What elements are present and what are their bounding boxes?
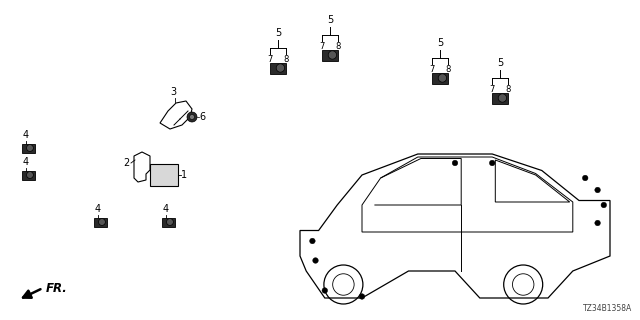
Bar [492, 92, 508, 103]
Circle shape [601, 202, 607, 208]
Text: 7: 7 [319, 42, 324, 51]
Text: 3: 3 [170, 87, 176, 97]
Text: 6: 6 [199, 112, 205, 122]
Circle shape [310, 238, 315, 244]
Circle shape [498, 94, 507, 102]
Circle shape [452, 160, 458, 166]
Circle shape [359, 294, 365, 299]
Text: 8: 8 [284, 55, 289, 64]
Text: FR.: FR. [46, 282, 68, 294]
Bar [270, 62, 286, 74]
Text: 5: 5 [437, 38, 443, 48]
Circle shape [438, 74, 447, 82]
Text: 1: 1 [181, 170, 187, 180]
Text: 7: 7 [490, 85, 495, 94]
Bar [22, 143, 35, 153]
Bar [161, 218, 175, 227]
Text: 5: 5 [497, 58, 503, 68]
Circle shape [595, 187, 600, 193]
Bar [322, 50, 338, 60]
Text: 7: 7 [429, 65, 435, 74]
Text: 4: 4 [163, 204, 169, 214]
Circle shape [26, 145, 33, 151]
Circle shape [322, 288, 328, 293]
Bar [150, 164, 178, 186]
Bar [22, 171, 35, 180]
Circle shape [99, 219, 106, 225]
Text: TZ34B1358A: TZ34B1358A [583, 304, 632, 313]
Circle shape [328, 51, 337, 59]
Text: 2: 2 [124, 158, 130, 168]
Circle shape [189, 115, 195, 119]
Text: 8: 8 [335, 42, 340, 51]
Circle shape [26, 172, 33, 179]
Text: 5: 5 [327, 15, 333, 25]
Circle shape [595, 220, 600, 226]
Text: 4: 4 [23, 157, 29, 167]
Circle shape [276, 64, 285, 72]
Bar [93, 218, 106, 227]
Circle shape [582, 175, 588, 181]
Circle shape [187, 112, 197, 122]
Circle shape [313, 258, 318, 263]
Text: 5: 5 [275, 28, 281, 38]
Text: 8: 8 [506, 85, 511, 94]
Bar [432, 73, 448, 84]
Text: 7: 7 [268, 55, 273, 64]
Circle shape [166, 219, 173, 225]
Text: 4: 4 [23, 130, 29, 140]
Circle shape [490, 160, 495, 166]
Text: 4: 4 [95, 204, 101, 214]
Text: 8: 8 [445, 65, 451, 74]
